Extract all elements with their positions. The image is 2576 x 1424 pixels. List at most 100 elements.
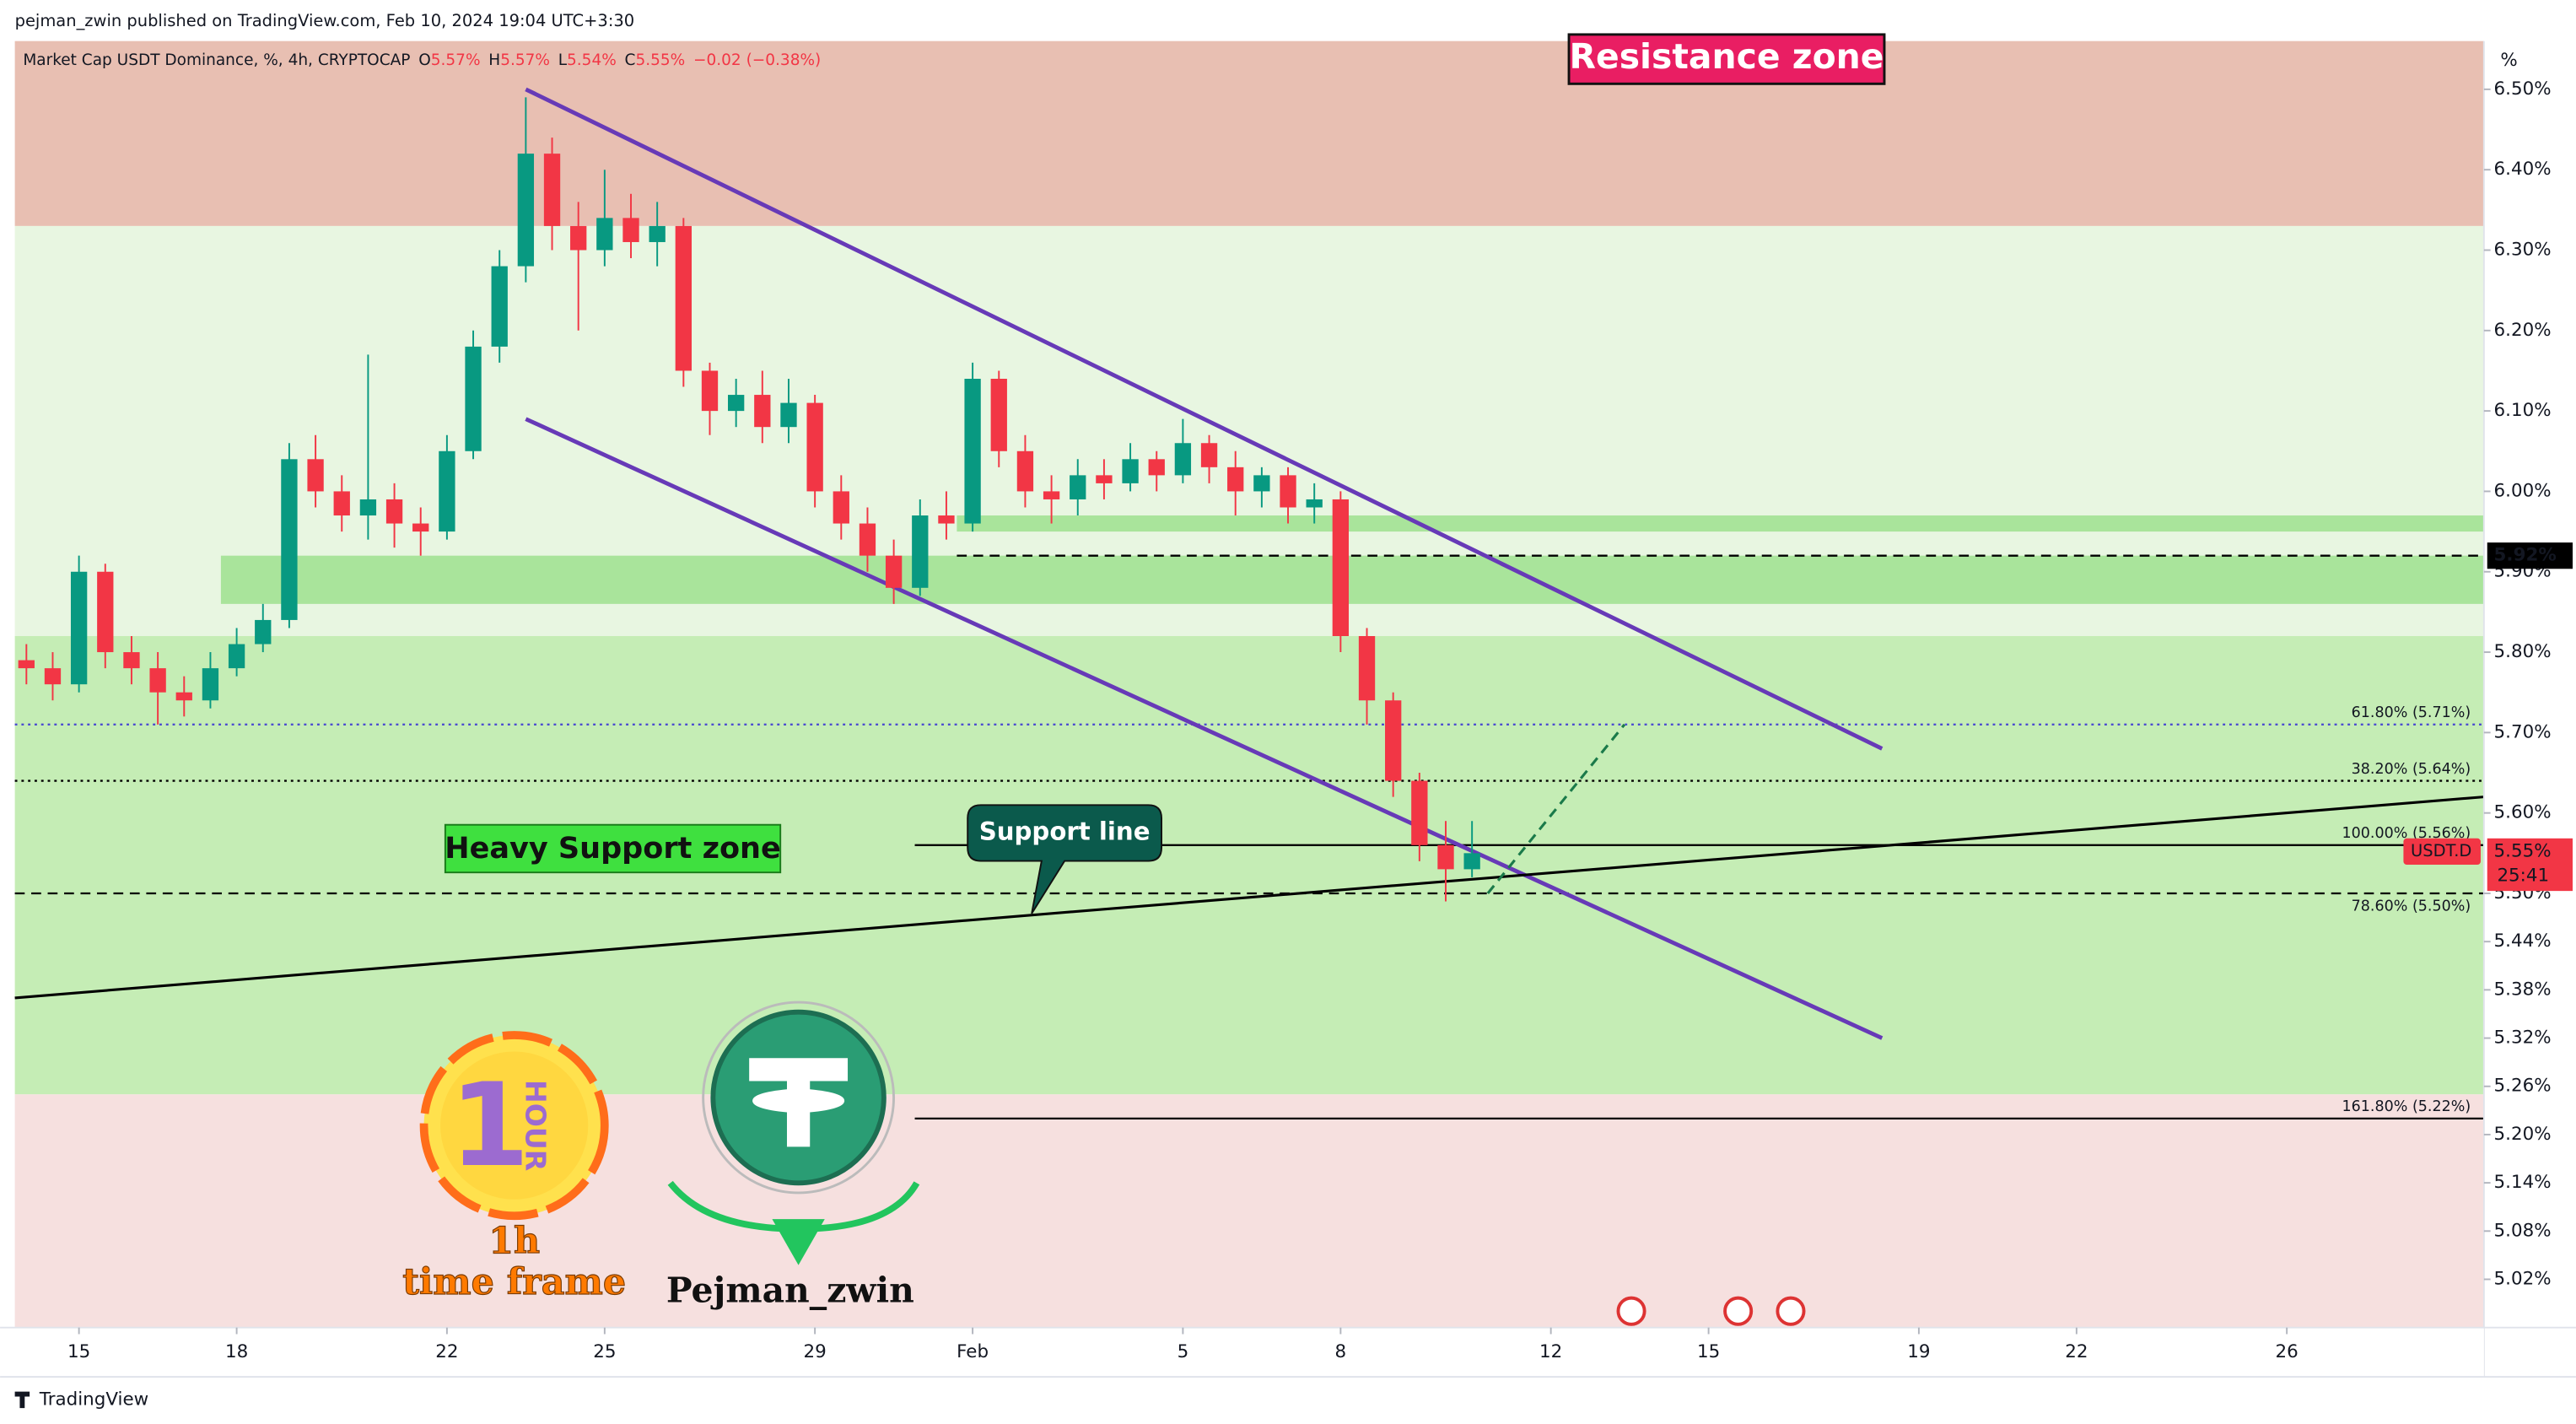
candle-body xyxy=(333,491,350,516)
price-axis xyxy=(2483,40,2576,1378)
y-tick-label: 5.08% xyxy=(2494,1220,2552,1241)
candle-body xyxy=(1016,450,1034,492)
y-tick-label: 5.44% xyxy=(2494,930,2552,952)
publisher: pejman_zwin published on TradingView.com… xyxy=(15,11,635,30)
fib-label: 78.60% (5.50%) xyxy=(2352,898,2471,915)
candle-body xyxy=(517,154,535,267)
candle-body xyxy=(149,668,166,693)
ohlc-key: C xyxy=(625,51,636,69)
candle-body xyxy=(1385,700,1402,781)
candle-body xyxy=(1306,499,1323,508)
candle-body xyxy=(596,218,613,251)
candle-body xyxy=(806,402,823,492)
footer-brand: TradingView xyxy=(39,1389,148,1410)
candle-body xyxy=(727,395,745,412)
ohlc-value: 5.57% xyxy=(500,51,550,69)
candle-body xyxy=(70,571,88,685)
author: Pejman_zwin xyxy=(666,1270,914,1310)
support-zone-label: Heavy Support zone xyxy=(445,831,781,866)
candle-body xyxy=(885,555,903,588)
zone xyxy=(14,40,2484,226)
event-icon[interactable] xyxy=(1723,1296,1754,1326)
candle-body xyxy=(1200,443,1218,467)
x-tick-label: 26 xyxy=(2276,1341,2298,1362)
symbol-tag xyxy=(2403,838,2481,865)
candle-body xyxy=(1070,475,1086,499)
y-tick-label: 5.26% xyxy=(2494,1076,2552,1097)
candle-body xyxy=(1280,475,1296,508)
legend: Market Cap USDT Dominance, %, 4h, CRYPTO… xyxy=(23,51,821,69)
candle-body xyxy=(175,692,192,701)
candle-body xyxy=(359,499,377,516)
fib-label: 38.20% (5.64%) xyxy=(2352,761,2471,778)
price-marker-label: 5.92% xyxy=(2494,545,2557,566)
candle-body xyxy=(1463,853,1480,870)
y-tick-label: 5.70% xyxy=(2494,721,2552,742)
candle-body xyxy=(912,515,929,588)
drawn-line xyxy=(525,87,1883,751)
candle-body xyxy=(491,266,508,347)
countdown: 25:41 xyxy=(2497,866,2549,887)
y-tick-label: 5.60% xyxy=(2494,802,2552,823)
candle-body xyxy=(1332,499,1350,636)
candle-body xyxy=(281,459,298,620)
y-tick-label: 6.00% xyxy=(2494,480,2552,501)
symbol-title: Market Cap USDT Dominance, %, 4h, CRYPTO… xyxy=(23,51,410,69)
candle-body xyxy=(833,491,849,524)
candle-body xyxy=(202,668,219,701)
y-tick-label: 5.20% xyxy=(2494,1124,2552,1145)
event-icon[interactable] xyxy=(1616,1296,1646,1326)
candle-body xyxy=(938,515,955,524)
candle-body xyxy=(307,459,324,492)
x-tick-label: 15 xyxy=(1697,1341,1720,1362)
x-tick-label: 22 xyxy=(2065,1341,2088,1362)
candle-body xyxy=(780,402,797,428)
hour-icon-inner xyxy=(440,1051,589,1200)
timeframe-subtitle: time frame xyxy=(402,1261,626,1303)
support-zone-box xyxy=(444,823,782,874)
zone xyxy=(14,635,2484,1095)
candle-body xyxy=(228,644,245,669)
time-axis xyxy=(0,1327,2484,1378)
resistance-box xyxy=(1567,33,1886,85)
logo-swoosh-tip xyxy=(772,1219,825,1265)
drawn-line xyxy=(14,796,2484,1000)
candle-body xyxy=(439,450,455,532)
ohlc-key: H xyxy=(488,51,500,69)
y-tick-label: 5.80% xyxy=(2494,641,2552,662)
candle-body xyxy=(543,154,561,226)
plot-area: 61.80% (5.71%) 38.20% (5.64%) 100.00% (5.5… xyxy=(0,40,2576,1378)
candle-body xyxy=(123,652,140,669)
x-tick-label: 8 xyxy=(1335,1341,1347,1362)
y-tick-label: 5.02% xyxy=(2494,1268,2552,1289)
candle-body xyxy=(649,225,666,242)
candle-body xyxy=(570,225,587,251)
drawn-line xyxy=(525,417,1883,1040)
x-tick-label: 19 xyxy=(1907,1341,1930,1362)
timeframe-title: 1h xyxy=(488,1220,540,1262)
last-price-label: 5.55% xyxy=(2494,840,2552,861)
x-tick-label: 29 xyxy=(804,1341,827,1362)
x-tick-label: 5 xyxy=(1178,1341,1189,1362)
candle-body xyxy=(990,378,1007,451)
logo-ring xyxy=(702,1001,896,1195)
change: −0.02 (−0.38%) xyxy=(693,51,821,69)
candle-body xyxy=(1437,844,1454,870)
y-tick-label: 6.40% xyxy=(2494,159,2552,180)
ohlc-key: L xyxy=(558,51,568,69)
candle-body xyxy=(97,571,114,653)
candle-body xyxy=(255,619,272,645)
candle-body xyxy=(1043,491,1060,499)
event-icon[interactable] xyxy=(1776,1296,1806,1326)
x-tick-label: 18 xyxy=(225,1341,248,1362)
candle-body xyxy=(44,668,62,685)
y-tick-label: 6.50% xyxy=(2494,78,2552,100)
hour-word: HOUR xyxy=(520,1080,552,1171)
candle-body xyxy=(754,395,771,428)
footer-logo xyxy=(14,1391,30,1409)
candle-body xyxy=(412,523,429,532)
x-tick-label: 25 xyxy=(593,1341,616,1362)
candle-body xyxy=(385,499,403,524)
